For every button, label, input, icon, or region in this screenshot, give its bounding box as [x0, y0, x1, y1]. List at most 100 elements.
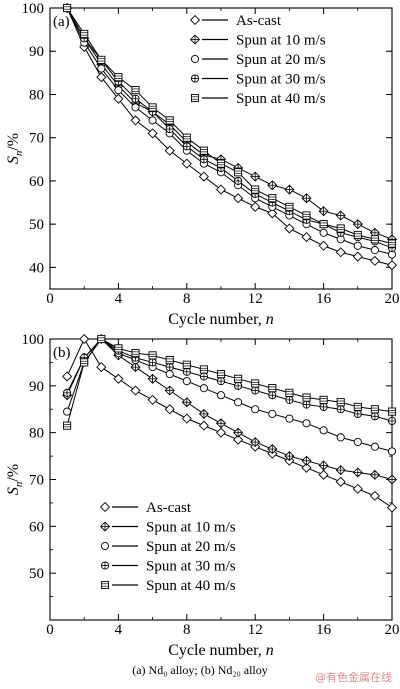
legend-item: Spun at 20 m/s	[190, 52, 326, 68]
legend-marker	[99, 501, 111, 513]
legend-item: Spun at 20 m/s	[100, 539, 236, 555]
series-spun-at-10-m-s	[62, 2, 398, 245]
series-spun-at-40-m-s	[63, 334, 397, 430]
x-tick-label: 4	[115, 622, 123, 638]
legend-item: As-cast	[189, 13, 282, 29]
legend-label: Spun at 20 m/s	[236, 52, 326, 68]
data-point	[181, 158, 192, 169]
data-point	[318, 469, 329, 480]
data-point	[387, 416, 397, 426]
data-point	[336, 405, 345, 414]
data-point	[268, 391, 277, 400]
data-point	[353, 437, 362, 447]
data-point	[164, 385, 175, 396]
x-axis-label: Cycle number, n	[168, 642, 274, 659]
series-spun-at-40-m-s	[63, 3, 397, 248]
legend-label: Spun at 40 m/s	[146, 578, 236, 594]
data-point	[164, 145, 175, 156]
legend-marker	[99, 521, 111, 532]
data-point	[215, 418, 227, 429]
data-point	[216, 159, 226, 168]
data-point	[301, 232, 312, 243]
data-point	[369, 469, 380, 480]
legend: As-cast Spun at 10 m/s Spun at 20 m/s Spun …	[189, 13, 326, 107]
data-point	[251, 386, 260, 395]
data-point	[284, 223, 295, 234]
legend-marker	[100, 580, 110, 590]
data-point	[80, 29, 89, 38]
y-tick-label: 80	[29, 426, 44, 442]
legend-item: Spun at 30 m/s	[190, 72, 326, 88]
data-point	[335, 465, 346, 476]
legend-label: Spun at 10 m/s	[236, 33, 326, 49]
data-point	[130, 385, 141, 396]
data-point	[335, 476, 346, 487]
y-tick-label: 60	[29, 519, 44, 535]
legend-item: Spun at 10 m/s	[99, 520, 236, 536]
data-point	[199, 372, 208, 381]
data-point	[352, 483, 363, 494]
data-point	[234, 374, 243, 383]
legend-item: Spun at 30 m/s	[100, 559, 236, 575]
x-tick-label: 20	[385, 622, 400, 638]
data-point	[352, 467, 363, 478]
data-point	[250, 436, 261, 448]
data-point	[267, 444, 278, 455]
figure-caption: (a) Nd₀ alloy; (b) Nd₂₀ alloy	[132, 663, 268, 677]
data-point	[318, 460, 329, 471]
data-point	[234, 168, 243, 177]
data-point	[147, 394, 158, 405]
data-point	[131, 349, 140, 358]
data-point	[113, 373, 124, 384]
data-point	[369, 255, 380, 266]
legend-item: Spun at 40 m/s	[100, 578, 236, 594]
data-point	[386, 474, 398, 485]
data-point	[352, 219, 363, 230]
data-point	[113, 93, 124, 104]
y-tick-label: 70	[29, 473, 44, 489]
data-point	[387, 447, 397, 456]
y-tick-label: 40	[29, 260, 44, 276]
series-line	[66, 7, 393, 245]
y-tick-label: 70	[29, 131, 44, 147]
plot-frame	[49, 7, 393, 290]
y-tick-label: 50	[29, 566, 44, 582]
data-point	[251, 379, 260, 388]
data-point	[62, 371, 73, 382]
data-point	[182, 133, 191, 142]
data-point	[301, 193, 312, 204]
data-point	[79, 333, 90, 345]
data-point	[114, 344, 123, 353]
data-point	[370, 412, 379, 421]
data-point	[148, 116, 157, 125]
x-tick-label: 20	[385, 291, 400, 307]
data-point	[267, 208, 278, 219]
data-point	[234, 381, 243, 390]
legend-marker	[190, 74, 200, 83]
data-point	[268, 409, 277, 418]
data-point	[319, 402, 328, 411]
data-point	[285, 414, 294, 423]
data-point	[198, 408, 209, 419]
data-point	[302, 211, 311, 220]
data-point	[97, 64, 106, 73]
data-point	[251, 185, 260, 194]
data-point	[165, 356, 174, 365]
data-point	[199, 384, 208, 393]
data-point	[63, 421, 72, 430]
legend-marker	[100, 541, 110, 551]
data-point	[182, 360, 191, 369]
panel-label: (b)	[53, 345, 71, 361]
data-point	[370, 405, 379, 414]
panel-label: (a)	[53, 14, 70, 30]
data-point	[199, 365, 208, 374]
data-point	[215, 184, 227, 195]
data-point	[165, 124, 174, 134]
data-point	[251, 405, 260, 414]
x-tick-label: 4	[115, 291, 123, 307]
y-tick-label: 50	[29, 217, 44, 233]
data-point	[369, 490, 380, 501]
data-point	[318, 206, 329, 217]
data-point	[97, 55, 106, 64]
